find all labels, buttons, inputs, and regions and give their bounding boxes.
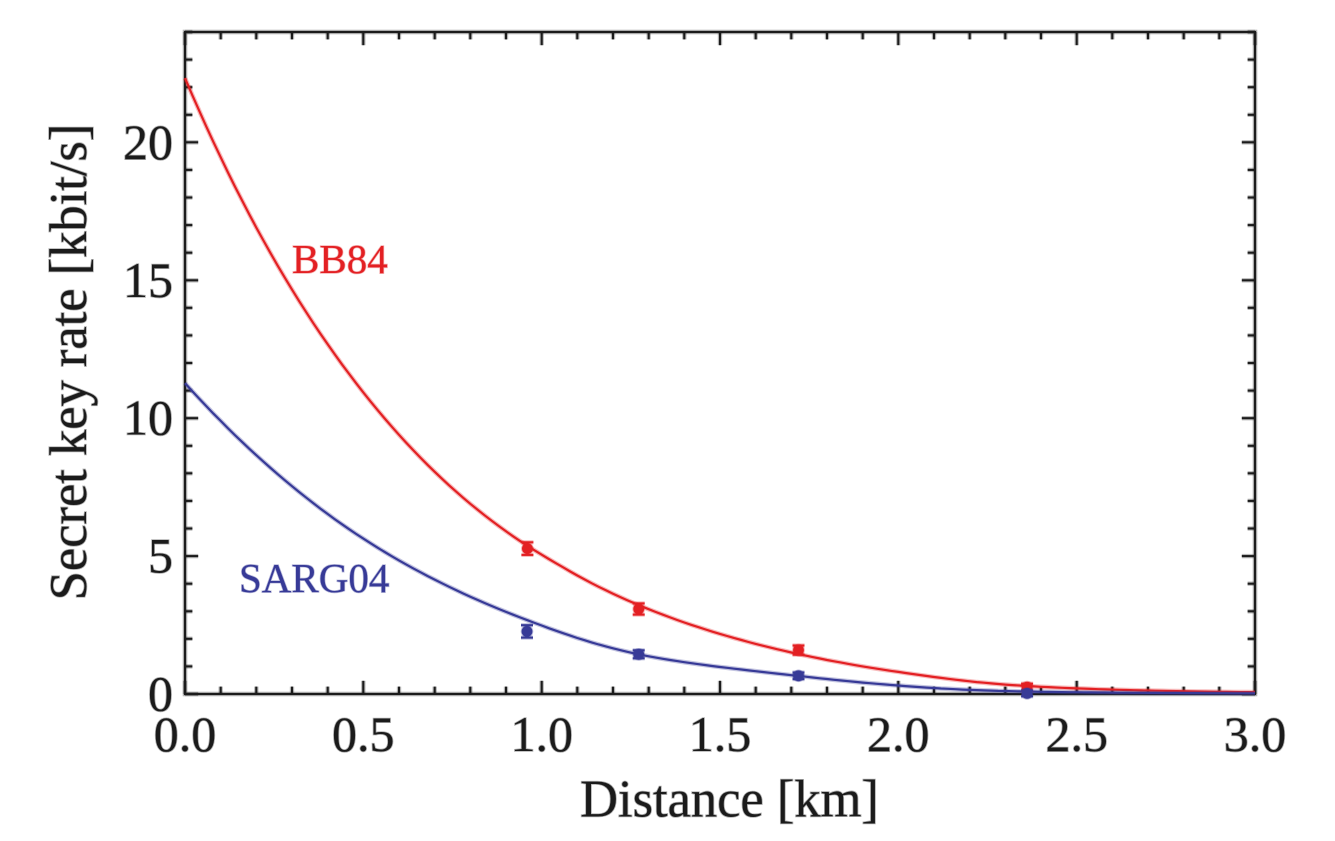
svg-text:3.0: 3.0 — [1224, 706, 1287, 762]
svg-text:15: 15 — [123, 252, 173, 308]
svg-text:0.0: 0.0 — [154, 706, 217, 762]
svg-text:2.5: 2.5 — [1045, 706, 1108, 762]
svg-text:5: 5 — [148, 528, 173, 584]
svg-text:20: 20 — [123, 114, 173, 170]
svg-text:1.0: 1.0 — [510, 706, 573, 762]
svg-text:0.5: 0.5 — [332, 706, 395, 762]
svg-text:Distance [km]: Distance [km] — [580, 771, 879, 829]
svg-text:2.0: 2.0 — [867, 706, 930, 762]
svg-text:0: 0 — [148, 666, 173, 722]
svg-text:Secret key rate [kbit/s]: Secret key rate [kbit/s] — [40, 124, 98, 601]
svg-text:SARG04: SARG04 — [239, 555, 389, 601]
svg-text:BB84: BB84 — [292, 236, 388, 282]
svg-text:1.5: 1.5 — [689, 706, 752, 762]
svg-text:10: 10 — [123, 390, 173, 446]
